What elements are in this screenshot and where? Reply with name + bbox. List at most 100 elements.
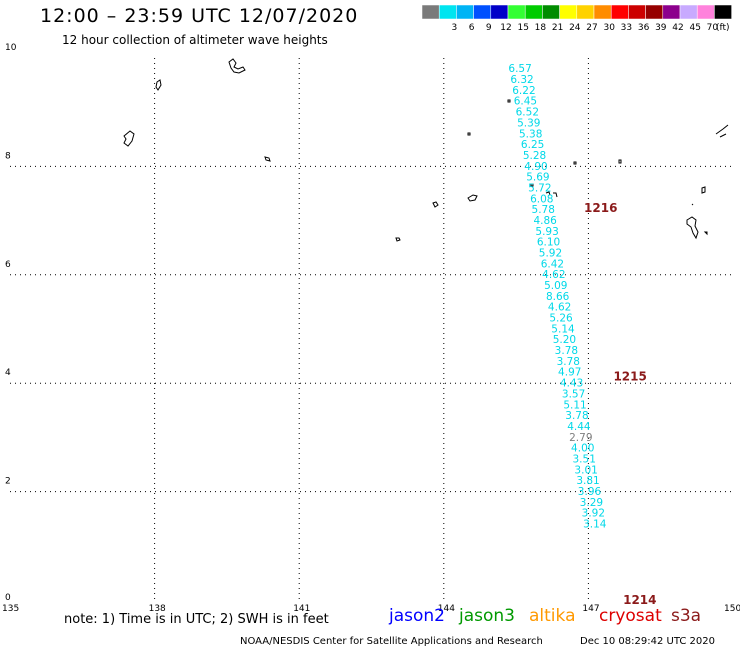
lon-tick-label: 135 [2, 604, 19, 614]
lon-tick-label: 141 [293, 604, 310, 614]
legend-label: 42 [672, 23, 683, 33]
swh-value: 6.52 [516, 107, 539, 119]
swh-value: 5.92 [539, 247, 562, 259]
swh-value: 2.79 [569, 432, 592, 444]
legend-swatch [473, 4, 492, 20]
lon-tick-label: 138 [149, 604, 166, 614]
swh-value: 5.14 [551, 323, 575, 335]
swh-value: 4.44 [567, 421, 591, 433]
mission-cryosat: cryosat [599, 606, 662, 626]
mission-jason2: jason2 [389, 606, 445, 626]
island [703, 231, 708, 236]
legend-swatch [645, 4, 664, 20]
legend-label: 27 [586, 23, 597, 33]
legend-swatch [490, 4, 509, 20]
legend-swatch [593, 4, 612, 20]
lat-tick-label: 4 [5, 368, 11, 378]
island [715, 124, 729, 138]
swh-value: 3.51 [573, 453, 596, 465]
legend-swatch [576, 4, 595, 20]
island [530, 183, 534, 187]
legend-label: 6 [469, 23, 475, 33]
swh-value: 5.78 [532, 204, 555, 216]
island [618, 159, 622, 164]
legend-label: 45 [689, 23, 700, 33]
swh-value: 5.28 [523, 150, 546, 162]
island [264, 156, 271, 162]
swh-value: 3.78 [555, 345, 578, 357]
legend-label: 24 [569, 23, 581, 33]
legend-label: 12 [500, 23, 511, 33]
swh-value: 6.45 [514, 96, 537, 108]
island [573, 161, 577, 165]
swh-value: 4.90 [524, 161, 547, 173]
mission-altika: altika [529, 606, 576, 626]
swh-value: 8.66 [546, 291, 570, 303]
swh-color-legend: 3 6 9 12 15 18 21 24 27 30 33 36 39 42 45 70(ft) [421, 4, 732, 33]
swh-value: 3.81 [576, 475, 599, 487]
swh-value: 4.86 [533, 215, 557, 227]
map-title: 12:00 – 23:59 UTC 12/07/2020 [40, 5, 359, 27]
time-label: 1214 [623, 593, 656, 607]
legend-swatch [456, 4, 474, 20]
time-label: 1216 [584, 201, 617, 215]
island [686, 216, 699, 240]
legend-swatch [421, 4, 440, 20]
legend-swatch [507, 4, 526, 20]
legend-label: 9 [486, 23, 492, 33]
island [507, 99, 511, 103]
footer-timestamp: Dec 10 08:29:42 UTC 2020 [580, 636, 715, 647]
island-outlines [123, 58, 729, 242]
swh-value: 6.22 [512, 85, 535, 97]
legend-swatch [714, 4, 732, 20]
legend-swatch [696, 4, 715, 20]
swh-value: 6.08 [530, 193, 553, 205]
legend-swatch [438, 4, 457, 20]
footer-note: note: 1) Time is in UTC; 2) SWH is in fe… [64, 612, 329, 627]
mission-s3a: s3a [671, 606, 702, 626]
swh-value: 5.11 [563, 399, 586, 411]
map-subtitle: 12 hour collection of altimeter wave hei… [62, 33, 328, 47]
legend-label: 36 [638, 23, 650, 33]
swh-value: 5.39 [517, 117, 540, 129]
legend-label: 3 [452, 23, 458, 33]
swh-value: 3.29 [580, 497, 603, 509]
legend-swatch [679, 4, 698, 20]
legend-label: 21 [552, 23, 563, 33]
footer-credit: NOAA/NESDIS Center for Satellite Applica… [240, 636, 543, 647]
legend-label: 33 [621, 23, 632, 33]
swh-value: 6.57 [508, 63, 531, 75]
swh-value: 6.42 [541, 258, 564, 270]
swh-value: 5.93 [535, 226, 558, 238]
swh-value: 3.57 [562, 388, 585, 400]
swh-value: 4.97 [558, 367, 581, 379]
island [691, 203, 694, 206]
swh-value: 6.25 [521, 139, 544, 151]
legend-swatch [524, 4, 543, 20]
track-time-labels: 1216 1215 1214 [584, 201, 656, 607]
swh-value: 4.62 [542, 269, 565, 281]
island [123, 130, 135, 147]
swh-value: 6.10 [537, 237, 560, 249]
lon-tick-label: 144 [438, 604, 455, 614]
legend-swatch [559, 4, 578, 20]
legend-label: 18 [535, 23, 547, 33]
island [545, 191, 558, 198]
swh-value: 4.00 [571, 443, 594, 455]
lat-tick-label: 6 [5, 260, 11, 270]
legend-label: 15 [517, 23, 528, 33]
legend-label: 30 [603, 23, 615, 33]
swh-value: 3.78 [557, 356, 580, 368]
lat-tick-label: 10 [5, 43, 17, 53]
legend-label: 70 [707, 23, 719, 33]
mission-jason3: jason3 [459, 606, 515, 626]
island [432, 201, 439, 208]
legend-swatch [610, 4, 629, 20]
legend-unit: (ft) [716, 23, 730, 33]
lat-tick-label: 8 [5, 151, 11, 161]
swh-value: 3.14 [583, 518, 607, 530]
axis-labels: 0 2 4 6 8 10 135 138 141 144 147 150 [2, 43, 740, 614]
swh-value: 3.01 [574, 464, 597, 476]
island [395, 237, 401, 242]
